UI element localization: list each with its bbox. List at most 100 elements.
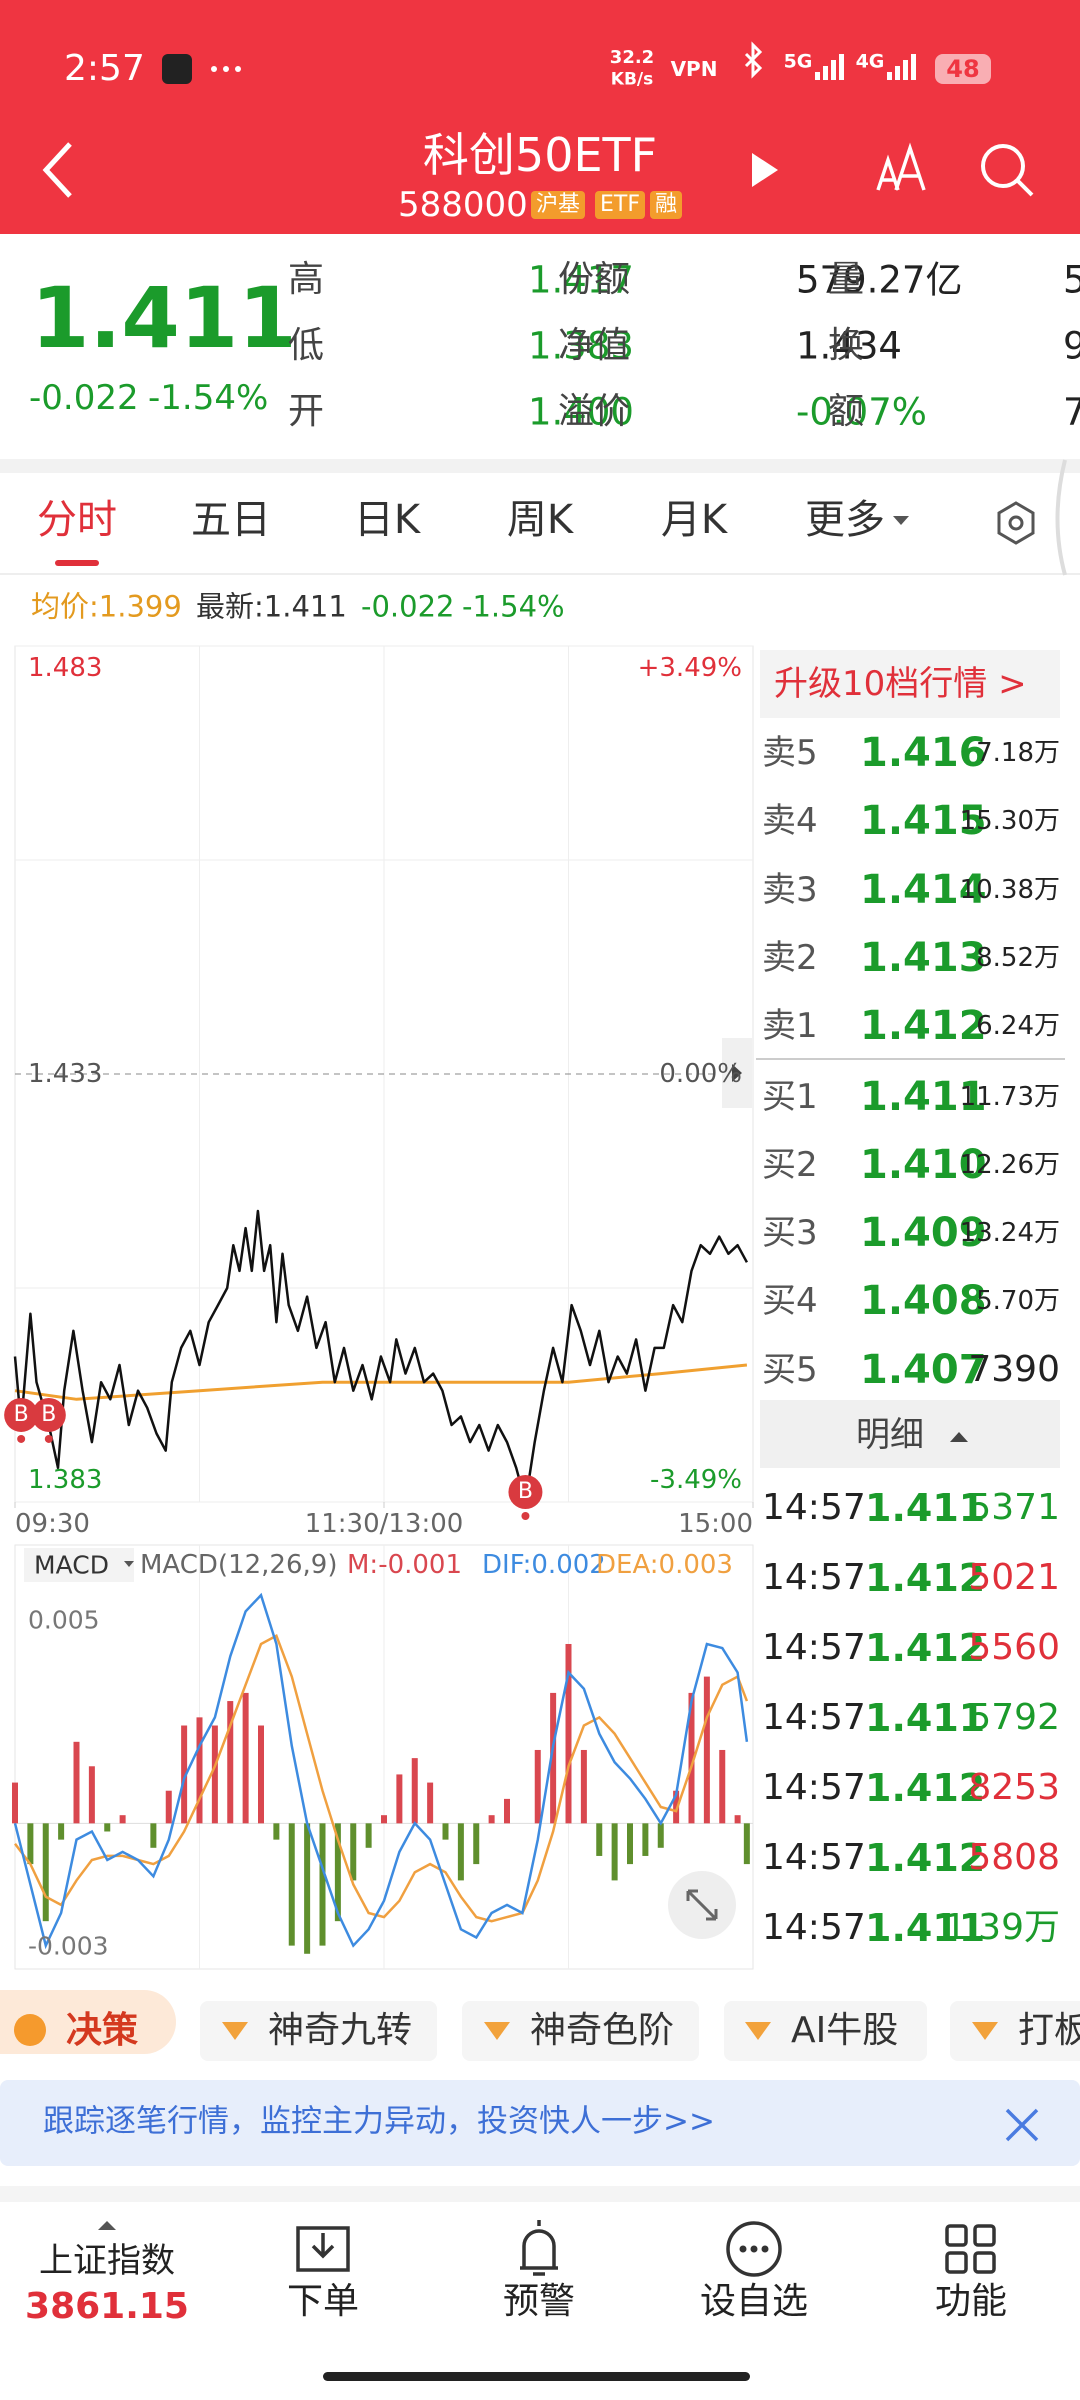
order-volume: 13.24万 — [959, 1218, 1060, 1249]
index-name[interactable]: 上证指数 — [39, 2241, 175, 2281]
fullscreen-icon — [686, 1889, 718, 1921]
macd-bar — [211, 1725, 218, 1824]
trade-time: 14:57 — [762, 1837, 866, 1878]
stat-value: 1.383 — [528, 324, 634, 368]
trade-price: 1.412 — [865, 1626, 986, 1670]
home-indicator — [323, 2372, 750, 2381]
macd-bar — [457, 1823, 464, 1881]
battery-icon — [935, 54, 991, 84]
macd-selector[interactable]: MACD — [34, 1550, 109, 1580]
order-volume: 11.73万 — [959, 1081, 1060, 1112]
macd-bar — [488, 1815, 495, 1824]
macd-bar — [27, 1823, 34, 1865]
trade-price: 1.412 — [865, 1836, 986, 1880]
separator — [0, 573, 1080, 575]
detail-header[interactable]: 明细 — [856, 1415, 924, 1455]
bluetooth-icon — [744, 41, 763, 79]
macd-bar — [288, 1823, 295, 1946]
info-change-pct: -1.54% — [462, 589, 565, 624]
strategy-chip[interactable]: 打板 — [1018, 2010, 1080, 2051]
chart-tab[interactable]: 五日 — [191, 497, 271, 543]
signal-label: B — [41, 1401, 57, 1427]
strategy-chip[interactable]: AI牛股 — [791, 2010, 899, 2051]
font-size-icon[interactable] — [876, 142, 926, 191]
upgrade-button[interactable]: 升级10档行情 > — [774, 664, 1027, 704]
chart-tab[interactable]: 分时 — [37, 497, 117, 543]
stat-label: 低 — [288, 325, 325, 366]
alert-icon[interactable] — [520, 2220, 558, 2276]
order-label: 卖3 — [762, 869, 818, 910]
y-tick-label: 1.483 — [28, 653, 103, 683]
price-line — [13, 1209, 748, 1504]
x-tick-label: 11:30/13:00 — [304, 1509, 464, 1539]
macd-bar — [719, 1749, 726, 1824]
y-tick-label: 1.433 — [28, 1059, 103, 1089]
macd-bar — [227, 1701, 234, 1824]
order-label: 买1 — [762, 1076, 818, 1117]
stat-label: 份额 — [558, 259, 631, 300]
chart-tab[interactable]: 日K — [353, 497, 421, 543]
function-icon[interactable] — [945, 2224, 996, 2274]
chart-tab[interactable]: 更多 — [805, 497, 885, 543]
macd-bar — [104, 1823, 111, 1832]
settings-icon[interactable] — [997, 501, 1035, 545]
strategy-chip[interactable]: 神奇色阶 — [530, 2010, 675, 2051]
stat-label: 量 — [828, 259, 865, 300]
network-label: 4G — [855, 50, 885, 73]
macd-bar — [673, 1790, 680, 1824]
order-label: 卖2 — [762, 937, 818, 978]
promo-banner[interactable]: 跟踪逐笔行情，监控主力异动，投资快人一步>> — [43, 2103, 715, 2140]
order-price: 1.411 — [860, 1073, 987, 1120]
dropdown-arrow — [124, 1561, 134, 1567]
stock-code: 588000 — [398, 185, 528, 225]
upgrade-button-bg[interactable] — [760, 650, 1060, 718]
macd-bar — [242, 1692, 249, 1824]
nav-item[interactable]: 下单 — [286, 2281, 360, 2322]
chart-tab[interactable]: 月K — [660, 497, 728, 543]
trade-time: 14:57 — [762, 1767, 866, 1808]
macd-bar — [427, 1782, 434, 1824]
strategy-chip[interactable]: 神奇九转 — [268, 2010, 413, 2051]
page-title: 科创50ETF — [422, 128, 658, 182]
nav-item[interactable]: 设自选 — [699, 2281, 809, 2322]
last-price: 1.411 — [31, 269, 297, 367]
macd-selector-bg — [24, 1548, 134, 1582]
order-volume: 12.26万 — [959, 1149, 1060, 1180]
search-icon[interactable] — [981, 144, 1025, 188]
close-banner[interactable] — [1005, 2108, 1039, 2142]
order-label: 卖4 — [762, 801, 818, 842]
macd-bar — [565, 1643, 572, 1824]
index-value[interactable]: 3861.15 — [25, 2286, 189, 2327]
macd-bar — [703, 1676, 710, 1824]
strategy-chip[interactable]: 决策 — [66, 2010, 139, 2051]
avg-price-line — [14, 1363, 748, 1401]
watchlist-icon[interactable] — [726, 2221, 782, 2277]
x-tick-label: 15:00 — [678, 1509, 753, 1539]
watchlist-icon — [739, 2245, 769, 2253]
battery-level: 48 — [946, 55, 980, 83]
order-volume: 7.18万 — [976, 738, 1060, 768]
chip-bg[interactable] — [950, 2001, 1080, 2061]
dea-line — [14, 1634, 749, 1923]
order-label: 卖5 — [762, 733, 818, 773]
nav-item[interactable]: 功能 — [934, 2281, 1008, 2322]
trade-price: 1.412 — [865, 1556, 986, 1600]
order-volume: 15.30万 — [959, 806, 1060, 837]
detail-header-bg[interactable] — [760, 1400, 1060, 1468]
order-label: 买3 — [762, 1213, 818, 1254]
order-icon[interactable] — [296, 2226, 350, 2272]
detail-arrow — [950, 1432, 968, 1442]
macd-bar — [627, 1823, 633, 1865]
y-tick-label: 1.383 — [28, 1465, 103, 1495]
macd-bar — [319, 1823, 326, 1946]
banner-bg[interactable] — [0, 2080, 1080, 2166]
macd-bar — [42, 1823, 49, 1922]
tab-underline — [55, 560, 99, 566]
play-icon[interactable] — [752, 153, 778, 187]
trade-price: 1.411 — [865, 1906, 986, 1950]
nav-item[interactable]: 预警 — [502, 2281, 576, 2322]
stock-tag: 融 — [650, 191, 683, 219]
chart-tab[interactable]: 周K — [506, 497, 574, 543]
back-icon[interactable] — [42, 142, 72, 198]
y-tick-pct-label: -3.49% — [650, 1465, 742, 1495]
